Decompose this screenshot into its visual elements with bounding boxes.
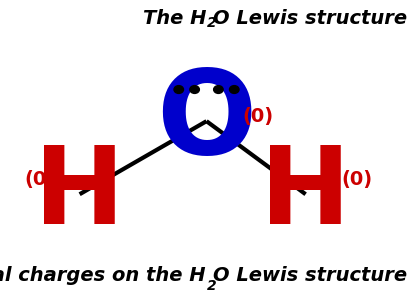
- Text: O Lewis structure is already very stable: O Lewis structure is already very stable: [213, 9, 413, 28]
- Text: O: O: [157, 64, 256, 179]
- Text: H: H: [34, 141, 125, 247]
- Text: 2: 2: [206, 16, 216, 30]
- Text: H: H: [260, 141, 351, 247]
- Text: (0): (0): [341, 170, 373, 189]
- Text: (0): (0): [24, 170, 55, 189]
- Ellipse shape: [230, 86, 239, 94]
- Ellipse shape: [190, 86, 199, 94]
- Ellipse shape: [214, 86, 223, 94]
- Text: 2: 2: [206, 279, 216, 293]
- Text: O Lewis structure: O Lewis structure: [213, 266, 407, 285]
- Text: Zero or no formal charges on the H: Zero or no formal charges on the H: [0, 266, 206, 285]
- Text: (0): (0): [242, 107, 273, 126]
- Ellipse shape: [174, 86, 183, 94]
- Text: The H: The H: [143, 9, 206, 28]
